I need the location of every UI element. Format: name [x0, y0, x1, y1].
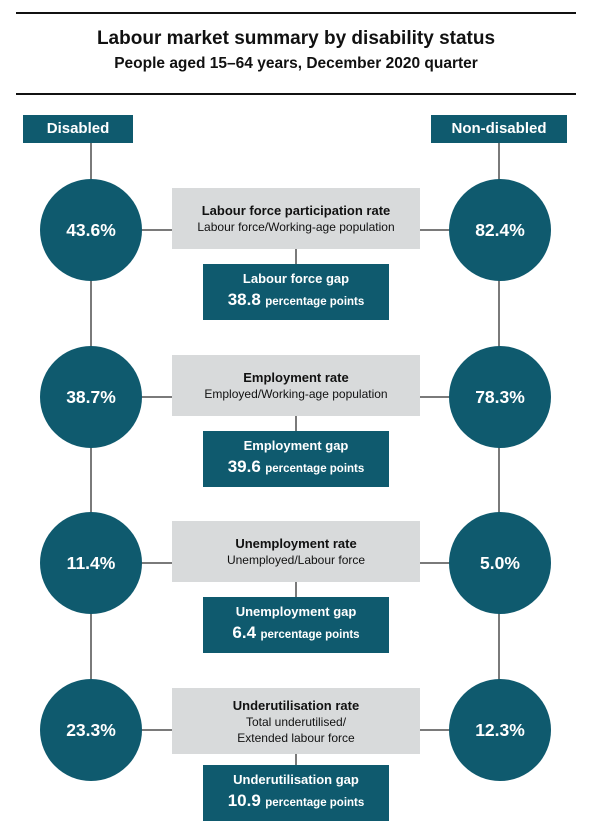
connector-gap: [295, 582, 297, 598]
non-disabled-rate-circle: 78.3%: [449, 346, 551, 448]
gap-title: Underutilisation gap: [233, 772, 359, 787]
rate-definition: Employed/Working-age population: [204, 387, 388, 401]
connector-left: [140, 562, 174, 564]
rate-box: Labour force participation rate Labour f…: [172, 188, 420, 249]
disabled-label: Disabled: [23, 115, 133, 143]
gap-box: Employment gap 39.6 percentage points: [203, 431, 389, 487]
rate-title: Unemployment rate: [235, 536, 357, 551]
connector-gap: [295, 754, 297, 765]
connector-left: [140, 729, 174, 731]
non-disabled-label: Non-disabled: [431, 115, 567, 143]
connector-right: [418, 229, 452, 231]
gap-value: 10.9: [227, 791, 261, 810]
connector-left: [140, 229, 174, 231]
connector-right: [418, 729, 452, 731]
gap-unit: percentage points: [265, 463, 365, 475]
gap-unit: percentage points: [260, 629, 360, 641]
rate-box: Underutilisation rate Total underutilise…: [172, 688, 420, 754]
gap-unit: percentage points: [265, 296, 365, 308]
connector-right: [418, 396, 452, 398]
page-title: Labour market summary by disability stat…: [96, 28, 496, 49]
disabled-rate-circle: 11.4%: [40, 512, 142, 614]
header-rule: [16, 93, 576, 95]
rate-definition: Labour force/Working-age population: [197, 220, 395, 234]
rate-box: Employment rate Employed/Working-age pop…: [172, 355, 420, 416]
disabled-rate-circle: 38.7%: [40, 346, 142, 448]
gap-title: Employment gap: [243, 438, 349, 453]
connector-left: [140, 396, 174, 398]
gap-title: Unemployment gap: [235, 604, 357, 619]
gap-value: 38.8: [227, 290, 261, 309]
gap-box: Underutilisation gap 10.9 percentage poi…: [203, 765, 389, 821]
disabled-rate-circle: 23.3%: [40, 679, 142, 781]
non-disabled-rate-circle: 82.4%: [449, 179, 551, 281]
rate-definition: Total underutilised/ Extended labour for…: [237, 714, 355, 745]
disabled-rate-circle: 43.6%: [40, 179, 142, 281]
non-disabled-rate-circle: 5.0%: [449, 512, 551, 614]
rate-definition: Unemployed/Labour force: [226, 553, 366, 567]
page-subtitle: People aged 15–64 years, December 2020 q…: [114, 55, 478, 72]
gap-title: Labour force gap: [242, 271, 350, 286]
non-disabled-rate-circle: 12.3%: [449, 679, 551, 781]
gap-box: Labour force gap 38.8 percentage points: [203, 264, 389, 320]
connector-right: [418, 562, 452, 564]
rate-title: Underutilisation rate: [232, 697, 360, 713]
rate-title: Employment rate: [243, 370, 349, 385]
gap-box: Unemployment gap 6.4 percentage points: [203, 597, 389, 653]
rate-title: Labour force participation rate: [201, 203, 391, 218]
gap-value: 39.6: [227, 457, 261, 476]
top-rule: [16, 12, 576, 14]
connector-gap: [295, 249, 297, 265]
connector-gap: [295, 416, 297, 432]
gap-value: 6.4: [232, 623, 257, 642]
rate-box: Unemployment rate Unemployed/Labour forc…: [172, 521, 420, 582]
gap-unit: percentage points: [265, 797, 365, 809]
